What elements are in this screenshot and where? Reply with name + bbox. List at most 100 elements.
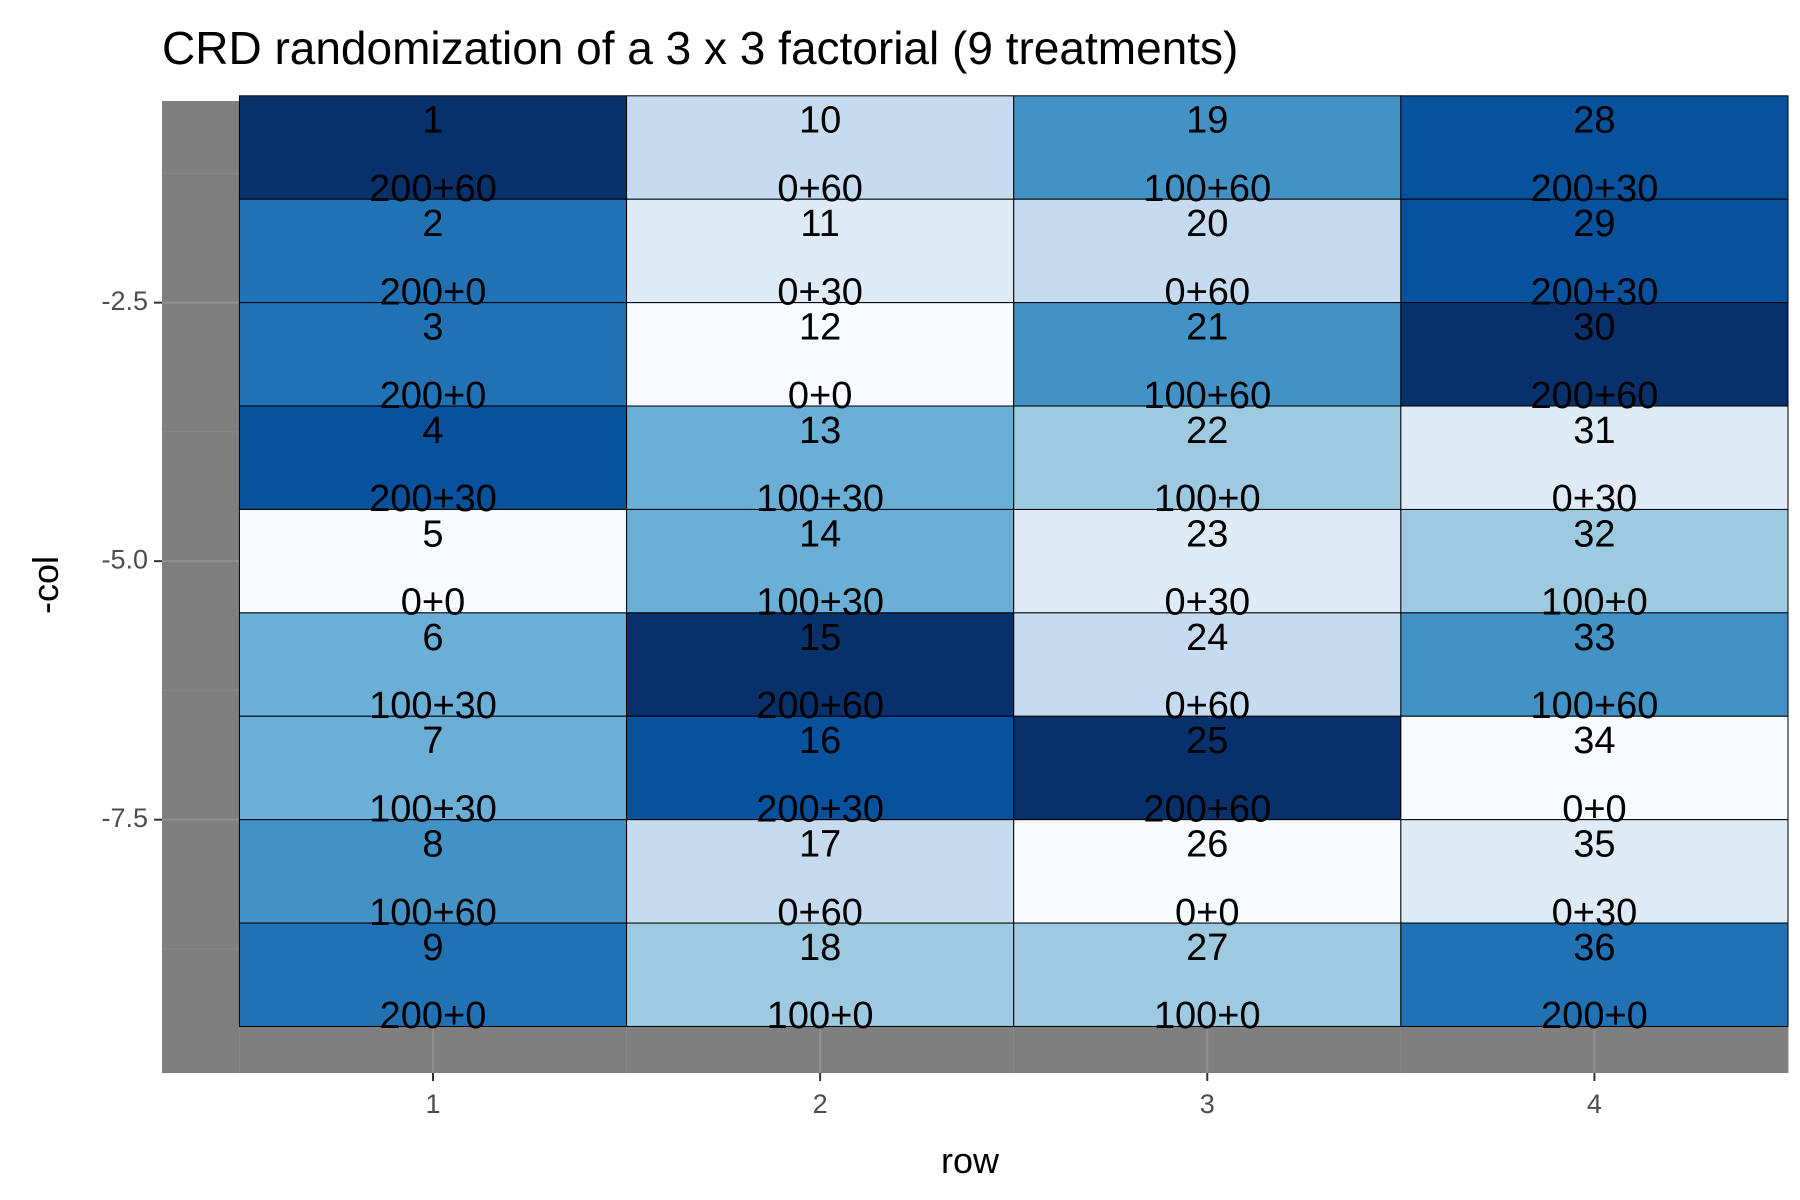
treatment-label: 100+30 xyxy=(756,478,884,520)
x-tick-label: 2 xyxy=(813,1089,828,1119)
heatmap-cell xyxy=(238,715,628,821)
heatmap-cell xyxy=(1400,302,1789,407)
plot-number-label: 29 xyxy=(1573,203,1615,245)
plot-number-label: 13 xyxy=(799,410,841,452)
treatment-label: 100+0 xyxy=(1154,478,1261,520)
plot-number-label: 25 xyxy=(1186,720,1228,762)
x-axis: 1 2 3 4 xyxy=(425,1073,1602,1119)
heatmap-cell xyxy=(1013,95,1402,200)
plot-number-label: 27 xyxy=(1186,927,1228,969)
treatment-label: 0+30 xyxy=(1552,478,1638,520)
plot-number-label: 34 xyxy=(1573,720,1615,762)
y-axis-title: -col xyxy=(25,556,66,614)
heatmap-cell xyxy=(626,715,1015,821)
plot-number-label: 20 xyxy=(1186,203,1228,245)
treatment-label: 0+60 xyxy=(777,168,863,210)
heatmap-cell xyxy=(626,405,1015,510)
treatment-label: 100+60 xyxy=(1143,168,1271,210)
plot-number-label: 35 xyxy=(1573,824,1615,866)
plot-number-label: 18 xyxy=(799,927,841,969)
plot-number-label: 1 xyxy=(422,100,443,142)
heatmap-cell xyxy=(1400,198,1789,304)
treatment-label: 200+60 xyxy=(1143,788,1271,830)
plot-number-label: 6 xyxy=(422,617,443,659)
plot-number-label: 12 xyxy=(799,307,841,349)
plot-number-label: 3 xyxy=(422,307,443,349)
plot-number-label: 9 xyxy=(422,927,443,969)
treatment-label: 200+60 xyxy=(756,685,884,727)
heatmap-cells xyxy=(238,95,1789,1027)
treatment-label: 200+30 xyxy=(1530,271,1658,313)
treatment-label: 200+30 xyxy=(1530,168,1658,210)
treatment-label: 100+60 xyxy=(1143,375,1271,417)
treatment-label: 0+30 xyxy=(1164,582,1250,624)
heatmap-cell xyxy=(1013,922,1402,1027)
treatment-label: 0+0 xyxy=(401,582,465,624)
heatmap-cell xyxy=(1013,715,1402,821)
plot-number-label: 7 xyxy=(422,720,443,762)
treatment-label: 200+0 xyxy=(1541,995,1648,1037)
treatment-label: 200+0 xyxy=(380,271,487,313)
treatment-label: 200+60 xyxy=(1530,375,1658,417)
plot-number-label: 14 xyxy=(799,513,841,555)
heatmap-cell xyxy=(626,922,1015,1027)
heatmap-cell xyxy=(1013,819,1402,924)
treatment-label: 100+60 xyxy=(369,892,497,934)
heatmap-cell xyxy=(238,508,628,614)
treatment-label: 100+30 xyxy=(756,582,884,624)
plot-number-label: 28 xyxy=(1573,100,1615,142)
treatment-label: 100+0 xyxy=(1154,995,1261,1037)
heatmap-cell xyxy=(1400,405,1789,510)
x-tick-label: 1 xyxy=(425,1089,440,1119)
plot-number-label: 15 xyxy=(799,617,841,659)
heatmap-cell xyxy=(1013,508,1402,614)
plot-number-label: 21 xyxy=(1186,307,1228,349)
plot-number-label: 5 xyxy=(422,513,443,555)
heatmap-cell xyxy=(626,95,1015,200)
heatmap-cell xyxy=(626,302,1015,407)
heatmap-cell xyxy=(238,819,628,924)
plot-number-label: 19 xyxy=(1186,100,1228,142)
treatment-label: 200+30 xyxy=(756,788,884,830)
plot-number-label: 32 xyxy=(1573,513,1615,555)
plot-number-label: 17 xyxy=(799,824,841,866)
y-tick-label: -2.5 xyxy=(101,286,148,316)
heatmap-cell xyxy=(626,508,1015,614)
x-axis-title: row xyxy=(941,1140,1000,1181)
treatment-label: 100+0 xyxy=(1541,582,1648,624)
y-tick-label: -5.0 xyxy=(101,544,148,574)
plot-number-label: 23 xyxy=(1186,513,1228,555)
treatment-label: 100+0 xyxy=(767,995,874,1037)
cell-labels: 1200+602200+03200+04200+3050+06100+30710… xyxy=(369,100,1658,1037)
heatmap-cell xyxy=(238,405,628,510)
treatment-label: 100+30 xyxy=(369,685,497,727)
treatment-label: 0+60 xyxy=(1164,685,1250,727)
treatment-label: 0+30 xyxy=(777,271,863,313)
treatment-label: 100+60 xyxy=(1530,685,1658,727)
heatmap-cell xyxy=(238,302,628,407)
heatmap-cell xyxy=(626,198,1015,304)
treatment-label: 0+0 xyxy=(788,375,852,417)
plot-number-label: 22 xyxy=(1186,410,1228,452)
heatmap-cell xyxy=(626,612,1015,717)
heatmap-cell xyxy=(1400,508,1789,614)
plot-number-label: 2 xyxy=(422,203,443,245)
y-tick-label: -7.5 xyxy=(101,803,148,833)
treatment-label: 0+30 xyxy=(1552,892,1638,934)
heatmap-cell xyxy=(1013,405,1402,510)
plot-number-label: 30 xyxy=(1573,307,1615,349)
heatmap-cell xyxy=(238,612,628,717)
heatmap-cell xyxy=(1013,302,1402,407)
plot-number-label: 33 xyxy=(1573,617,1615,659)
treatment-label: 200+0 xyxy=(380,995,487,1037)
y-axis: -2.5 -5.0 -7.5 xyxy=(101,286,162,833)
heatmap-cell xyxy=(1013,612,1402,717)
treatment-label: 0+0 xyxy=(1175,892,1239,934)
chart-title: CRD randomization of a 3 x 3 factorial (… xyxy=(162,22,1238,74)
treatment-label: 200+0 xyxy=(380,375,487,417)
treatment-label: 0+60 xyxy=(1164,271,1250,313)
plot-number-label: 24 xyxy=(1186,617,1228,659)
x-tick-label: 3 xyxy=(1200,1089,1215,1119)
treatment-label: 200+60 xyxy=(369,168,497,210)
